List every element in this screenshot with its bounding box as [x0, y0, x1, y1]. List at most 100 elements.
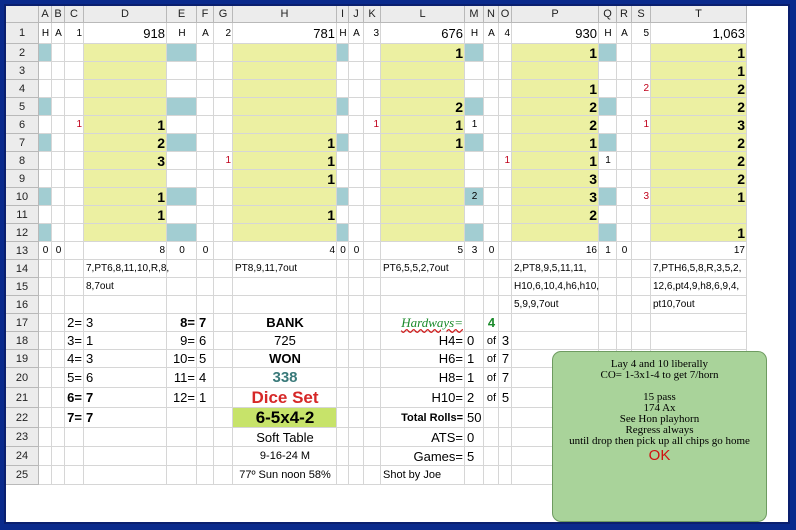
- grid-cell[interactable]: [65, 134, 84, 152]
- row-header-10[interactable]: 10: [6, 188, 39, 206]
- grid-cell[interactable]: [599, 98, 617, 116]
- grid-cell[interactable]: [65, 23, 84, 44]
- cell-m23[interactable]: 0: [467, 430, 475, 445]
- row-header-15[interactable]: 15: [6, 278, 39, 296]
- grid-cell[interactable]: [512, 62, 599, 80]
- grid-cell[interactable]: [499, 296, 512, 314]
- cell-g1[interactable]: 2: [225, 28, 231, 39]
- grid-cell[interactable]: [65, 408, 84, 428]
- grid-cell[interactable]: [381, 188, 465, 206]
- grid-cell[interactable]: [381, 388, 465, 408]
- grid-cell[interactable]: [65, 62, 84, 80]
- grid-cell[interactable]: [52, 447, 65, 466]
- grid-cell[interactable]: [84, 428, 167, 447]
- grid-cell[interactable]: [233, 224, 337, 242]
- grid-cell[interactable]: [349, 170, 364, 188]
- grid-cell[interactable]: [214, 152, 233, 170]
- grid-cell[interactable]: [167, 428, 197, 447]
- row-header-6[interactable]: 6: [6, 116, 39, 134]
- grid-cell[interactable]: [512, 23, 599, 44]
- grid-cell[interactable]: [632, 116, 651, 134]
- column-header-l[interactable]: L: [381, 6, 465, 23]
- grid-cell[interactable]: [364, 170, 381, 188]
- grid-cell[interactable]: [632, 296, 651, 314]
- grid-cell[interactable]: [465, 62, 484, 80]
- cell-a13[interactable]: 0: [42, 245, 49, 256]
- grid-cell[interactable]: [599, 23, 617, 44]
- grid-cell[interactable]: [39, 332, 52, 350]
- grid-cell[interactable]: [381, 447, 465, 466]
- cell-t14[interactable]: 7,PTH6,5,8,R,3,5,2,: [653, 263, 742, 274]
- grid-cell[interactable]: [214, 116, 233, 134]
- grid-cell[interactable]: [84, 368, 167, 388]
- grid-cell[interactable]: [349, 116, 364, 134]
- cell-h20[interactable]: 338: [272, 369, 298, 386]
- row-header-9[interactable]: 9: [6, 170, 39, 188]
- grid-cell[interactable]: [233, 188, 337, 206]
- grid-cell[interactable]: [167, 368, 197, 388]
- grid-cell[interactable]: [197, 80, 214, 98]
- row-header-22[interactable]: 22: [6, 408, 39, 428]
- grid-cell[interactable]: [65, 206, 84, 224]
- cell-p14[interactable]: 2,PT8,9,5,11,11,: [514, 263, 587, 274]
- grid-cell[interactable]: [39, 350, 52, 368]
- grid-cell[interactable]: [364, 388, 381, 408]
- grid-cell[interactable]: [233, 44, 337, 62]
- grid-cell[interactable]: [52, 388, 65, 408]
- grid-cell[interactable]: [337, 332, 349, 350]
- grid-cell[interactable]: [337, 170, 349, 188]
- grid-cell[interactable]: [214, 62, 233, 80]
- cell-l13[interactable]: 5: [457, 245, 463, 256]
- grid-cell[interactable]: [65, 368, 84, 388]
- grid-cell[interactable]: [167, 408, 197, 428]
- grid-cell[interactable]: [233, 368, 337, 388]
- grid-cell[interactable]: [617, 188, 632, 206]
- grid-cell[interactable]: [499, 408, 512, 428]
- grid-cell[interactable]: [364, 242, 381, 260]
- grid-cell[interactable]: [84, 388, 167, 408]
- cell-h14[interactable]: PT8,9,11,7out: [235, 263, 298, 274]
- grid-cell[interactable]: [512, 206, 599, 224]
- cell-c17[interactable]: 2=: [67, 315, 82, 330]
- grid-cell[interactable]: [337, 408, 349, 428]
- grid-cell[interactable]: [381, 242, 465, 260]
- row-header-23[interactable]: 23: [6, 428, 39, 447]
- column-header-j[interactable]: J: [349, 6, 364, 23]
- grid-cell[interactable]: [364, 428, 381, 447]
- grid-cell[interactable]: [484, 242, 499, 260]
- grid-cell[interactable]: [381, 466, 465, 485]
- grid-cell[interactable]: [349, 447, 364, 466]
- row-header-5[interactable]: 5: [6, 98, 39, 116]
- column-header-p[interactable]: P: [512, 6, 599, 23]
- grid-cell[interactable]: [632, 332, 651, 350]
- grid-cell[interactable]: [512, 332, 599, 350]
- cell-l17[interactable]: Hardways=: [401, 315, 463, 330]
- grid-cell[interactable]: [617, 23, 632, 44]
- grid-cell[interactable]: [381, 23, 465, 44]
- grid-cell[interactable]: [84, 44, 167, 62]
- cell-s10[interactable]: 3: [643, 191, 649, 202]
- grid-cell[interactable]: [337, 23, 349, 44]
- cell-t6[interactable]: 3: [737, 117, 745, 133]
- grid-cell[interactable]: [65, 296, 84, 314]
- grid-cell[interactable]: [52, 428, 65, 447]
- cell-t1[interactable]: 1,063: [712, 26, 745, 41]
- grid-cell[interactable]: [214, 314, 233, 332]
- grid-cell[interactable]: [364, 447, 381, 466]
- grid-cell[interactable]: [632, 242, 651, 260]
- grid-cell[interactable]: [617, 332, 632, 350]
- cell-o18[interactable]: 3: [501, 333, 510, 348]
- grid-cell[interactable]: [599, 134, 617, 152]
- cell-m22[interactable]: 50: [467, 410, 482, 425]
- grid-cell[interactable]: [233, 23, 337, 44]
- grid-cell[interactable]: [465, 116, 484, 134]
- grid-cell[interactable]: [197, 188, 214, 206]
- grid-cell[interactable]: [39, 98, 52, 116]
- column-header-b[interactable]: B: [52, 6, 65, 23]
- grid-cell[interactable]: [599, 260, 617, 278]
- grid-cell[interactable]: [499, 116, 512, 134]
- grid-cell[interactable]: [214, 206, 233, 224]
- cell-d6[interactable]: 1: [157, 117, 165, 133]
- cell-c1[interactable]: 1: [76, 28, 82, 39]
- grid-cell[interactable]: [349, 23, 364, 44]
